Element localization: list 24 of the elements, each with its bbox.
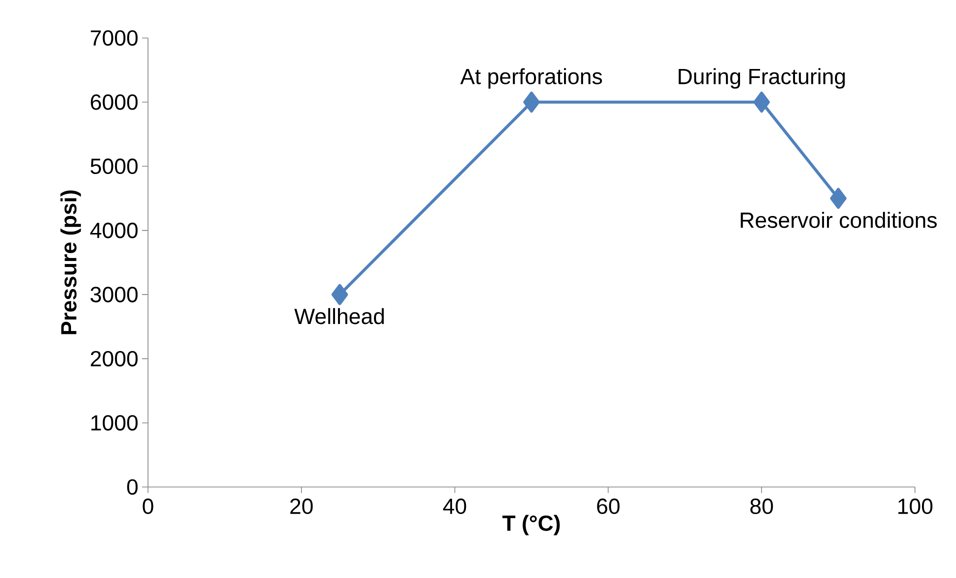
annotation: Reservoir conditions — [740, 212, 937, 228]
point — [830, 188, 847, 209]
annotation: Wellhead — [294, 308, 384, 324]
x-tick-label: 80 — [750, 498, 773, 514]
y-tick-label: 7000 — [90, 30, 138, 46]
y-tick-label: 4000 — [90, 222, 138, 238]
point — [523, 92, 540, 113]
annotation: During Fracturing — [678, 68, 845, 89]
y-tick-label: 5000 — [90, 158, 138, 174]
x-axis-title: T (°C) — [502, 514, 560, 536]
annotation: At perforations — [460, 68, 602, 89]
y-tick-label: 1000 — [91, 415, 138, 431]
y-axis-title: Pressure (psi) — [60, 190, 81, 334]
y-tick-label: 3000 — [90, 286, 138, 302]
point — [332, 284, 348, 306]
x-tick-label: 100 — [898, 498, 932, 514]
y-tick-label: 2000 — [90, 350, 138, 366]
x-tick-label: 20 — [290, 498, 313, 514]
y-tick-label: 0 — [127, 479, 138, 495]
x-tick-label: 40 — [443, 498, 466, 514]
x-tick-label: 0 — [142, 498, 154, 514]
y-tick-label: 6000 — [90, 94, 138, 110]
point — [753, 92, 770, 113]
x-tick-label: 60 — [597, 498, 620, 514]
